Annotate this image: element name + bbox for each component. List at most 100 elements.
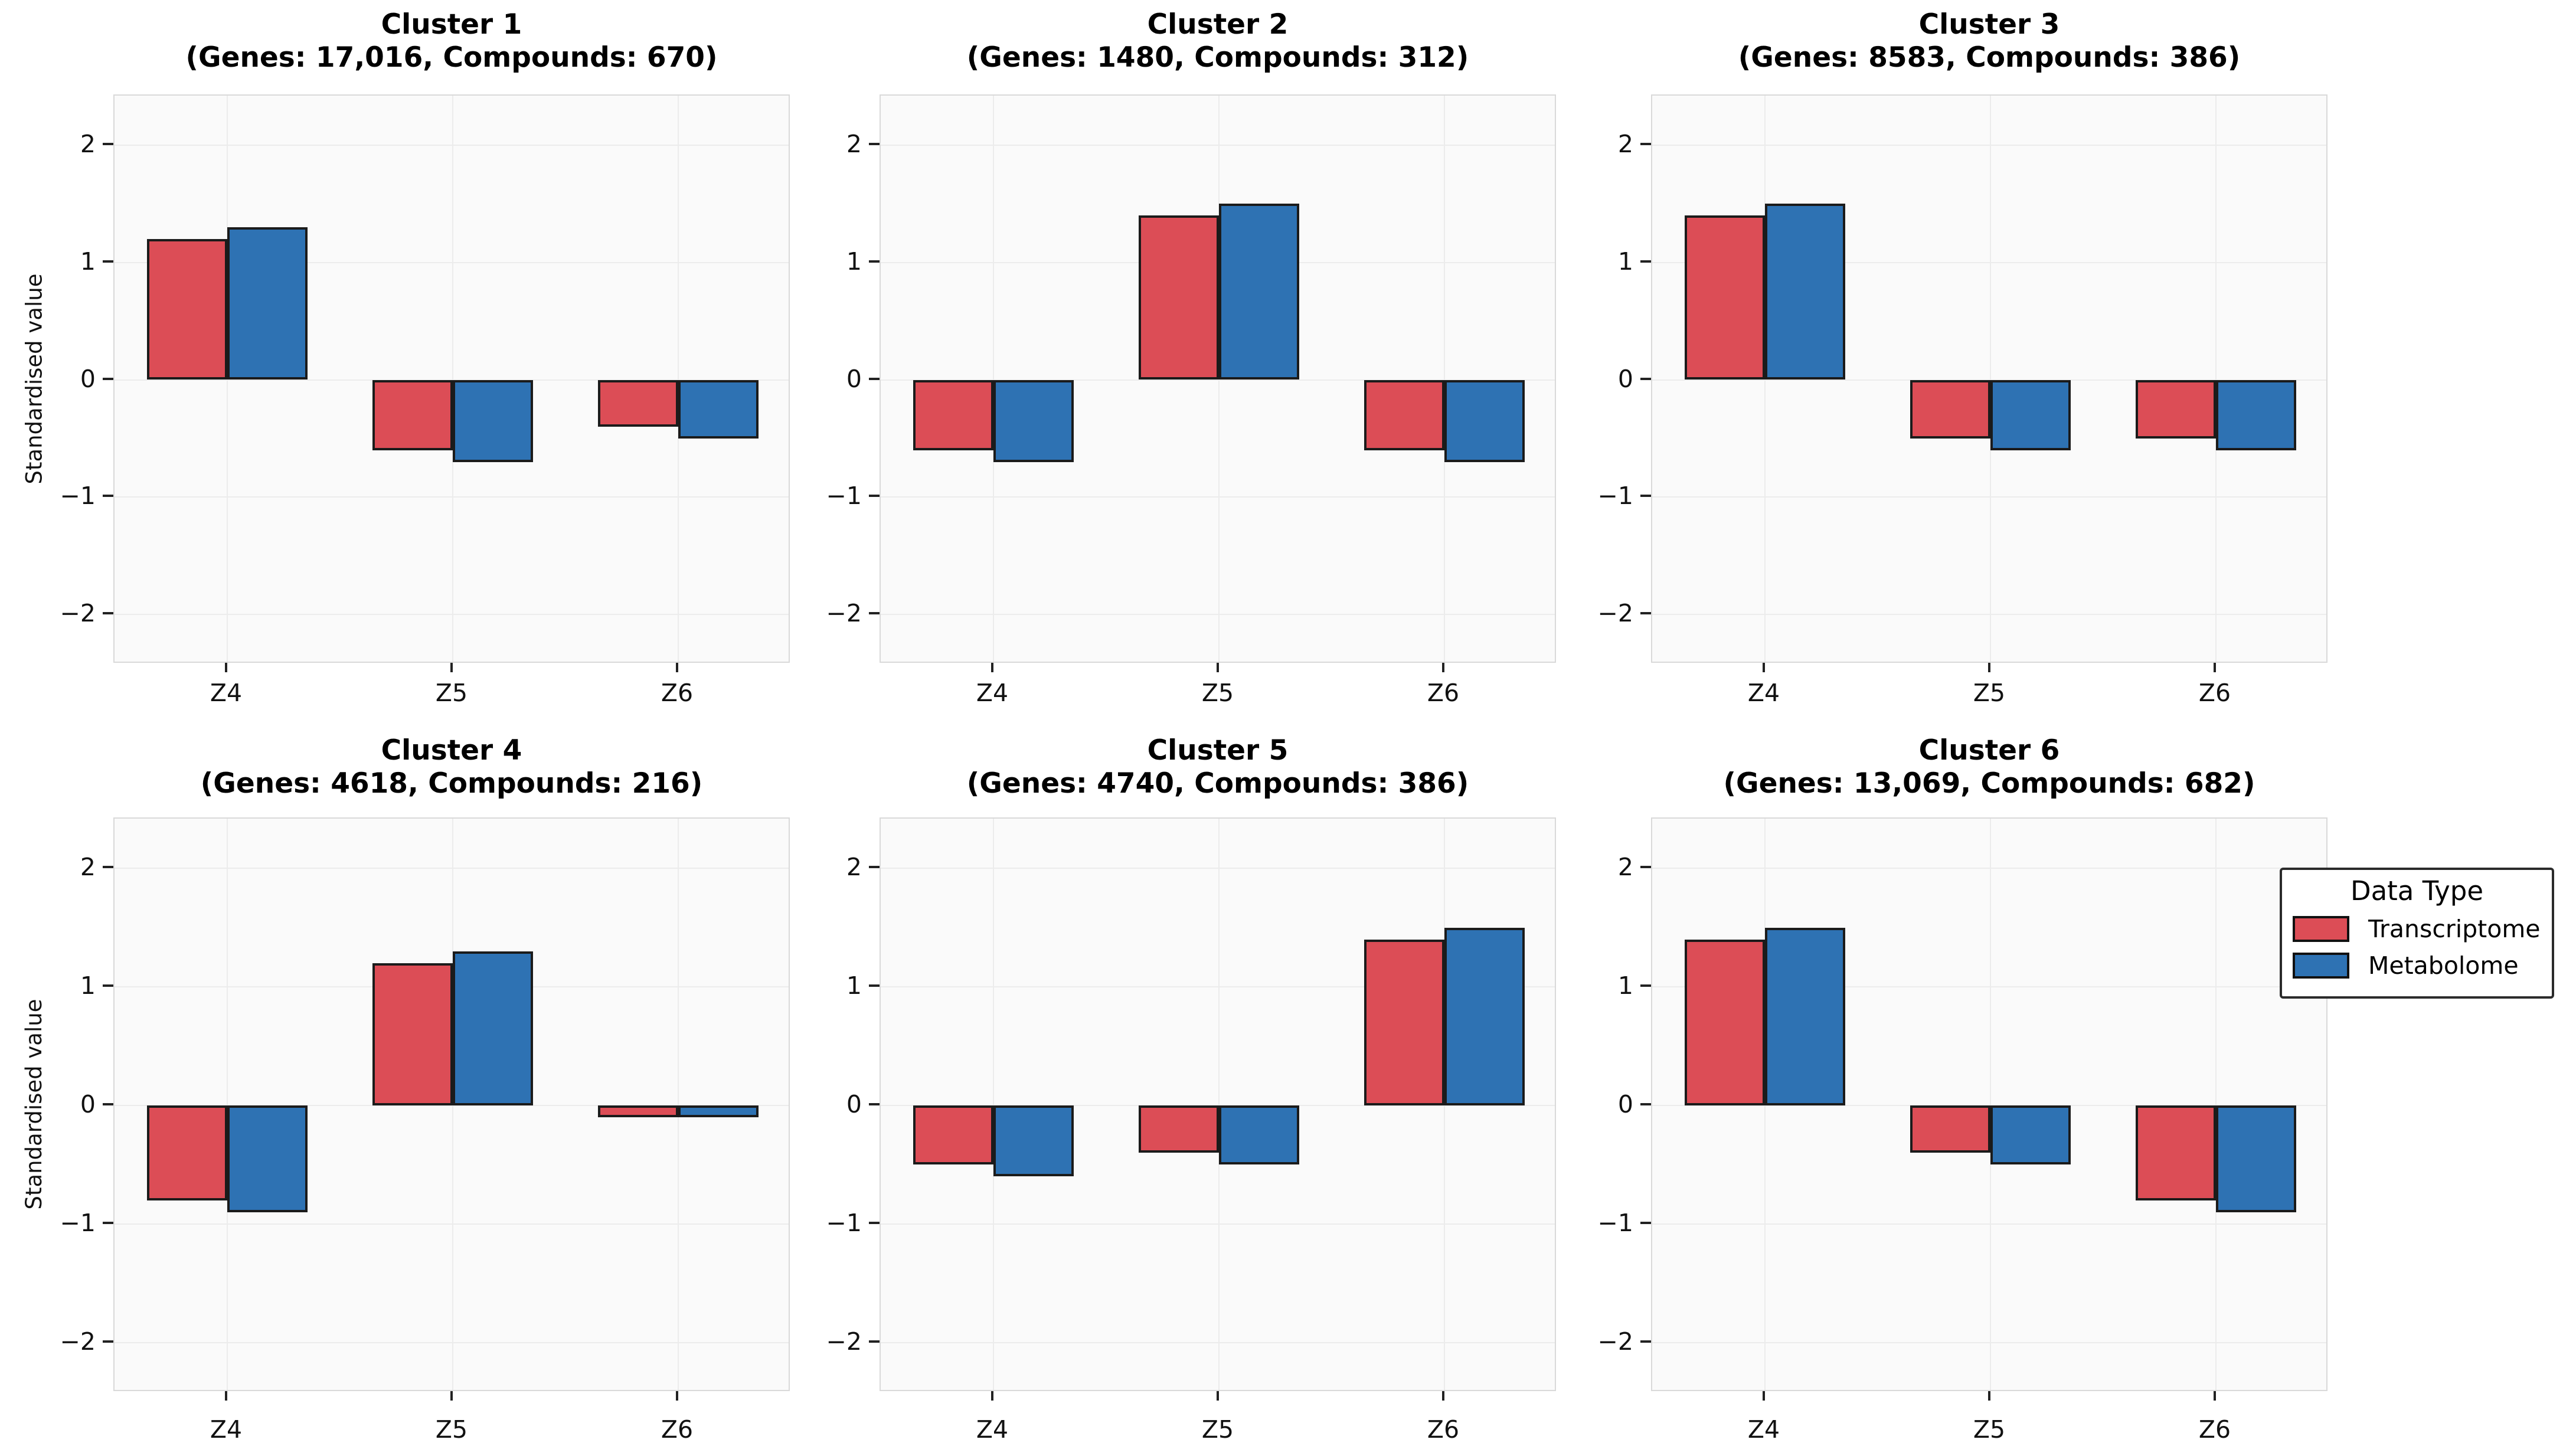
gridline-y0 <box>115 1105 789 1106</box>
x-tick-mark <box>1763 663 1765 672</box>
legend-label-metabolome: Metabolome <box>2368 951 2519 980</box>
gridline-y-2 <box>115 614 789 616</box>
y-tick-label: −2 <box>1597 599 1633 628</box>
y-tick-mark <box>869 377 880 380</box>
bar-transcriptome-z4 <box>1685 939 1765 1105</box>
y-tick-label: 0 <box>846 364 862 393</box>
y-tick-mark <box>1640 495 1651 498</box>
gridline-x-Z6 <box>678 96 679 662</box>
bar-transcriptome-z6 <box>1364 939 1444 1105</box>
subplot-title-cluster-6: Cluster 6 (Genes: 13,069, Compounds: 682… <box>1723 734 2255 800</box>
y-tick-mark <box>1640 1103 1651 1105</box>
y-tick-label: 2 <box>846 129 862 158</box>
y-tick-label: −2 <box>826 599 862 628</box>
y-tick-mark <box>103 1103 113 1105</box>
gridline-x-Z6 <box>678 819 679 1390</box>
x-tick-mark <box>1217 1391 1219 1401</box>
bar-metabolome-z5 <box>1990 380 2071 450</box>
bar-metabolome-z6 <box>2216 380 2296 450</box>
y-tick-label: 2 <box>1617 129 1633 158</box>
legend: Data Type Transcriptome Metabolome <box>2280 868 2554 999</box>
gridline-x-Z4 <box>993 819 994 1390</box>
y-tick-mark <box>103 612 113 615</box>
y-tick-mark <box>103 984 113 987</box>
y-tick-mark <box>869 1103 880 1105</box>
y-tick-mark <box>103 1340 113 1343</box>
y-tick-label: −2 <box>826 1327 862 1356</box>
x-tick-label-z6: Z6 <box>2198 1415 2231 1444</box>
bar-metabolome-z6 <box>678 380 759 439</box>
bar-metabolome-z5 <box>1219 1105 1299 1165</box>
bar-metabolome-z4 <box>1765 927 1845 1105</box>
gridline-y-1 <box>881 1223 1555 1225</box>
gridline-x-Z6 <box>2215 819 2217 1390</box>
gridline-x-Z4 <box>227 819 228 1390</box>
y-axis-label: Standardised value <box>21 273 47 484</box>
x-tick-mark <box>1442 1391 1444 1401</box>
gridline-x-Z5 <box>1218 819 1220 1390</box>
y-tick-mark <box>1640 612 1651 615</box>
bar-transcriptome-z5 <box>1910 1105 1990 1153</box>
bar-metabolome-z4 <box>227 1105 308 1212</box>
gridline-x-Z5 <box>452 96 453 662</box>
y-tick-label: 1 <box>80 971 96 1000</box>
gridline-y1 <box>1652 986 2326 988</box>
x-tick-label-z6: Z6 <box>661 1415 694 1444</box>
x-tick-mark <box>1217 663 1219 672</box>
bar-metabolome-z5 <box>1990 1105 2071 1165</box>
y-tick-label: 2 <box>1617 853 1633 882</box>
gridline-x-Z5 <box>1990 96 1991 662</box>
x-tick-label-z5: Z5 <box>435 1415 468 1444</box>
plot-area-cluster-3 <box>1651 94 2327 663</box>
gridline-y-2 <box>881 1342 1555 1343</box>
gridline-y-2 <box>1652 1342 2326 1343</box>
gridline-y2 <box>881 144 1555 146</box>
y-tick-label: −1 <box>1597 482 1633 511</box>
bar-transcriptome-z4 <box>1685 215 1765 380</box>
metabolome-swatch-icon <box>2293 953 2349 979</box>
gridline-x-Z5 <box>1990 819 1991 1390</box>
x-tick-mark <box>225 1391 227 1401</box>
gridline-y2 <box>115 144 789 146</box>
plot-area-cluster-1 <box>113 94 790 663</box>
y-tick-mark <box>103 866 113 869</box>
y-tick-mark <box>1640 377 1651 380</box>
bar-transcriptome-z6 <box>2136 1105 2216 1200</box>
y-tick-label: 0 <box>80 1090 96 1118</box>
y-tick-label: 1 <box>1617 971 1633 1000</box>
x-tick-label-z6: Z6 <box>2198 679 2231 707</box>
legend-label-transcriptome: Transcriptome <box>2368 915 2541 943</box>
bar-transcriptome-z5 <box>1139 215 1219 380</box>
plot-area-cluster-6 <box>1651 817 2327 1391</box>
bar-metabolome-z4 <box>993 1105 1074 1177</box>
bar-transcriptome-z4 <box>913 380 993 450</box>
y-tick-mark <box>869 866 880 869</box>
bar-transcriptome-z6 <box>1364 380 1444 450</box>
subplot-title-cluster-5: Cluster 5 (Genes: 4740, Compounds: 386) <box>966 734 1469 800</box>
x-tick-label-z4: Z4 <box>1747 1415 1780 1444</box>
bar-transcriptome-z6 <box>598 380 678 427</box>
bar-metabolome-z4 <box>993 380 1074 462</box>
bar-transcriptome-z6 <box>598 1105 678 1118</box>
y-tick-mark <box>103 377 113 380</box>
y-tick-label: −2 <box>60 599 96 628</box>
y-tick-label: 1 <box>1617 247 1633 276</box>
x-tick-mark <box>225 663 227 672</box>
x-tick-mark <box>450 1391 453 1401</box>
y-tick-label: −1 <box>60 1208 96 1237</box>
gridline-y0 <box>881 379 1555 381</box>
x-tick-mark <box>1988 663 1990 672</box>
x-tick-label-z6: Z6 <box>661 679 694 707</box>
bar-transcriptome-z4 <box>147 238 227 380</box>
y-tick-label: 1 <box>846 971 862 1000</box>
x-tick-mark <box>1763 1391 1765 1401</box>
y-tick-mark <box>103 495 113 498</box>
x-tick-mark <box>676 1391 678 1401</box>
y-tick-label: −1 <box>826 482 862 511</box>
bar-metabolome-z6 <box>1444 380 1525 462</box>
x-tick-mark <box>450 663 453 672</box>
y-tick-mark <box>1640 260 1651 263</box>
y-tick-label: 0 <box>846 1090 862 1118</box>
y-tick-label: −2 <box>1597 1327 1633 1356</box>
y-tick-mark <box>1640 866 1651 869</box>
